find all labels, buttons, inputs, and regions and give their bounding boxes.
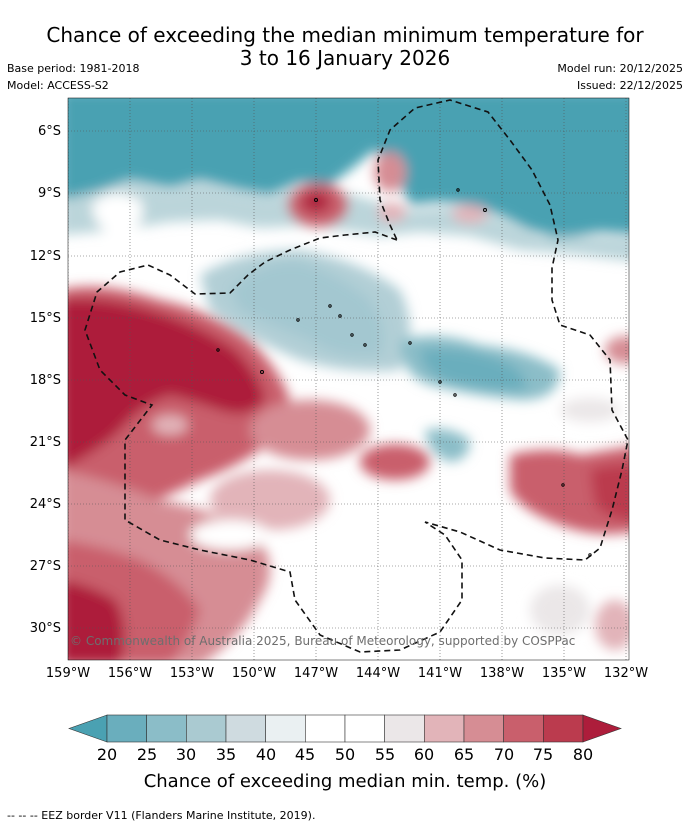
colorbar-segment xyxy=(106,714,147,743)
colorbar xyxy=(68,714,622,743)
y-tick-6s: 6°S xyxy=(37,124,61,139)
colorbar-low-arrow xyxy=(68,714,108,743)
light-teal-north-edge xyxy=(68,182,629,261)
islands xyxy=(216,188,592,557)
y-tick-9s: 9°S xyxy=(37,186,61,201)
red-blob-143w-23s xyxy=(360,444,430,480)
colorbar-label-55: 55 xyxy=(374,745,396,764)
graticule xyxy=(68,98,629,660)
colorbar-segment xyxy=(225,714,266,743)
grey-spot-east-central xyxy=(560,398,620,422)
probability-map xyxy=(67,97,630,661)
pink-blob-144w-10s xyxy=(378,202,406,222)
pink-blob-139w-10s xyxy=(452,205,488,223)
colorbar-segment xyxy=(305,714,346,743)
map-frame xyxy=(67,97,630,661)
y-tick-18s: 18°S xyxy=(29,373,61,388)
white-blob-155w-19s xyxy=(152,415,188,435)
red-blob-144w-8s xyxy=(374,152,406,192)
colorbar-label-70: 70 xyxy=(493,745,515,764)
colorbar-segment xyxy=(146,714,187,743)
x-tick-156w: 156°W xyxy=(107,666,153,681)
eez-border-french-polynesia xyxy=(84,99,629,653)
colorbar-label-45: 45 xyxy=(294,745,316,764)
colorbar-label-80: 80 xyxy=(572,745,594,764)
model-label: Model: ACCESS-S2 xyxy=(7,79,109,92)
pink-spot-south-east xyxy=(595,600,629,650)
x-tick-159w: 159°W xyxy=(45,666,91,681)
issued-label: Issued: 22/12/2025 xyxy=(576,79,683,92)
teal-central-band-light xyxy=(200,250,410,372)
eez-legend-footer: -- -- -- EEZ border V11 (Flanders Marine… xyxy=(7,809,316,822)
colorbar-label-60: 60 xyxy=(413,745,435,764)
colorbar-label-50: 50 xyxy=(334,745,356,764)
red-west-core xyxy=(68,298,265,466)
y-tick-15s: 15°S xyxy=(29,311,61,326)
colorbar-segment xyxy=(265,714,306,743)
pink-blob-central-south xyxy=(210,470,330,530)
x-tick-138w: 138°W xyxy=(479,666,525,681)
colorbar-label-25: 25 xyxy=(136,745,158,764)
colorbar-label-75: 75 xyxy=(532,745,554,764)
x-tick-153w: 153°W xyxy=(169,666,215,681)
colorbar-segment xyxy=(384,714,425,743)
red-southwest-dark xyxy=(68,581,124,660)
model-run-label: Model run: 20/12/2025 xyxy=(557,62,683,75)
colorbar-title: Chance of exceeding median min. temp. (%… xyxy=(143,771,547,792)
colorbar-segment xyxy=(543,714,584,743)
colorbar-segment xyxy=(463,714,504,743)
colorbar-label-65: 65 xyxy=(453,745,475,764)
map-title-line-2: 3 to 16 January 2026 xyxy=(239,46,451,70)
colorbar-label-35: 35 xyxy=(215,745,237,764)
x-tick-144w: 144°W xyxy=(355,666,401,681)
colorbar-segment xyxy=(503,714,544,743)
colorbar-segment xyxy=(424,714,465,743)
y-tick-12s: 12°S xyxy=(29,249,61,264)
x-tick-135w: 135°W xyxy=(541,666,587,681)
colorbar-segment xyxy=(344,714,385,743)
copyright-notice: © Commonwealth of Australia 2025, Bureau… xyxy=(70,634,576,648)
colorbar-label-20: 20 xyxy=(96,745,118,764)
y-tick-27s: 27°S xyxy=(29,559,61,574)
map-title-line-1: Chance of exceeding the median minimum t… xyxy=(46,23,644,47)
x-tick-132w: 132°W xyxy=(603,666,649,681)
white-blob-150w-25s xyxy=(190,520,270,550)
colorbar-label-40: 40 xyxy=(255,745,277,764)
colorbar-segment xyxy=(186,714,227,743)
teal-north-region xyxy=(68,98,629,238)
base-period-label: Base period: 1981-2018 xyxy=(7,62,140,75)
red-blob-147w-22s xyxy=(250,400,370,460)
x-tick-150w: 150°W xyxy=(231,666,277,681)
colorbar-high-arrow xyxy=(582,714,622,743)
x-tick-141w: 141°W xyxy=(417,666,463,681)
teal-southeast-spot xyxy=(425,428,470,462)
eez-borders xyxy=(84,99,629,653)
y-tick-24s: 24°S xyxy=(29,497,61,512)
grey-spot-south-east xyxy=(530,585,590,635)
pink-east-18s xyxy=(605,336,629,364)
colorbar-label-30: 30 xyxy=(175,745,197,764)
y-tick-21s: 21°S xyxy=(29,435,61,450)
x-tick-147w: 147°W xyxy=(293,666,339,681)
y-tick-30s: 30°S xyxy=(29,621,61,636)
